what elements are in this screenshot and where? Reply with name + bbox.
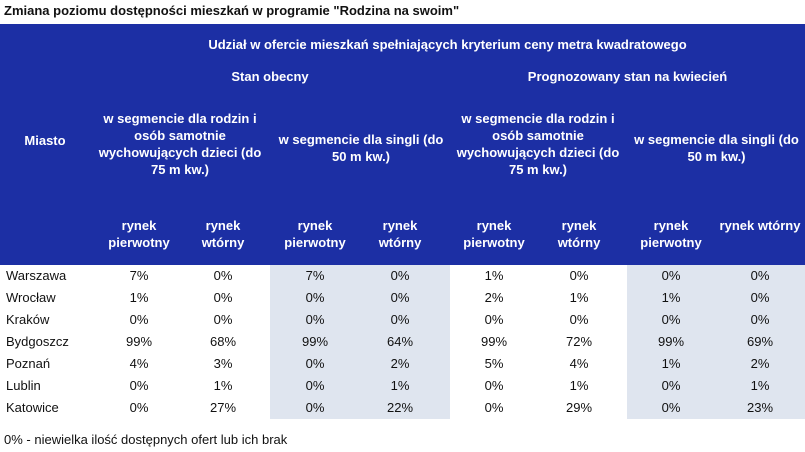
value-cell: 99% xyxy=(657,334,685,349)
value-cell: 0% xyxy=(305,356,325,371)
value-cell: 7% xyxy=(305,268,325,283)
table-body: Warszawa 7% 0% 7% 0% 1% 0% 0% 0% Wrocław… xyxy=(0,265,805,419)
city-name: Lublin xyxy=(6,378,41,393)
value-cell: 0% xyxy=(569,312,589,327)
value-cell: 2% xyxy=(750,356,770,371)
value-cell: 7% xyxy=(129,268,149,283)
value-cell: 68% xyxy=(209,334,237,349)
header-market: rynek wtórny xyxy=(557,218,601,250)
value-cell: 1% xyxy=(213,378,233,393)
table-header: Udział w ofercie mieszkań spełniających … xyxy=(0,24,805,265)
header-segment-singles-current: w segmencie dla singli (do 50 m kw.) xyxy=(278,132,444,164)
value-cell: 99% xyxy=(480,334,508,349)
value-cell: 1% xyxy=(569,290,589,305)
value-cell: 0% xyxy=(750,312,770,327)
value-cell: 0% xyxy=(305,400,325,415)
city-name: Poznań xyxy=(6,356,51,371)
value-cell: 0% xyxy=(213,290,233,305)
value-cell: 0% xyxy=(305,312,325,327)
value-cell: 27% xyxy=(209,400,237,415)
value-cell: 1% xyxy=(569,378,589,393)
value-cell: 0% xyxy=(661,400,681,415)
table-row: Poznań 4% 3% 0% 2% 5% 4% 1% 2% xyxy=(0,353,805,375)
table-row: Kraków 0% 0% 0% 0% 0% 0% 0% 0% xyxy=(0,309,805,331)
value-cell: 1% xyxy=(661,356,681,371)
value-cell: 0% xyxy=(390,312,410,327)
value-cell: 0% xyxy=(750,268,770,283)
value-cell: 4% xyxy=(129,356,149,371)
header-top-label: Udział w ofercie mieszkań spełniających … xyxy=(208,37,687,52)
header-market: rynek pierwotny xyxy=(640,218,702,250)
value-cell: 64% xyxy=(386,334,414,349)
header-group-forecast: Prognozowany stan na kwiecień xyxy=(527,69,728,84)
value-cell: 0% xyxy=(661,268,681,283)
value-cell: 0% xyxy=(484,400,504,415)
value-cell: 0% xyxy=(390,268,410,283)
value-cell: 0% xyxy=(569,268,589,283)
value-cell: 29% xyxy=(565,400,593,415)
value-cell: 22% xyxy=(386,400,414,415)
value-cell: 0% xyxy=(213,312,233,327)
footnote: 0% - niewielka ilość dostępnych ofert lu… xyxy=(4,432,288,447)
value-cell: 0% xyxy=(661,378,681,393)
value-cell: 1% xyxy=(661,290,681,305)
header-segment-families-current: w segmencie dla rodzin i osób samotnie w… xyxy=(98,111,262,177)
value-cell: 0% xyxy=(750,290,770,305)
value-cell: 1% xyxy=(129,290,149,305)
value-cell: 1% xyxy=(484,268,504,283)
value-cell: 72% xyxy=(565,334,593,349)
header-market: rynek wtórny xyxy=(719,218,801,233)
shaded-column-singles-current xyxy=(270,265,450,419)
header-market: rynek pierwotny xyxy=(463,218,525,250)
value-cell: 99% xyxy=(301,334,329,349)
header-market: rynek pierwotny xyxy=(284,218,346,250)
value-cell: 0% xyxy=(129,312,149,327)
table-row: Bydgoszcz 99% 68% 99% 64% 99% 72% 99% 69… xyxy=(0,331,805,353)
value-cell: 69% xyxy=(746,334,774,349)
city-name: Wrocław xyxy=(6,290,56,305)
value-cell: 0% xyxy=(390,290,410,305)
value-cell: 1% xyxy=(750,378,770,393)
value-cell: 99% xyxy=(125,334,153,349)
table-row: Lublin 0% 1% 0% 1% 0% 1% 0% 1% xyxy=(0,375,805,397)
table-title: Zmiana poziomu dostępności mieszkań w pr… xyxy=(4,3,460,18)
shaded-column-singles-forecast xyxy=(627,265,805,419)
value-cell: 4% xyxy=(569,356,589,371)
table-row: Warszawa 7% 0% 7% 0% 1% 0% 0% 0% xyxy=(0,265,805,287)
value-cell: 3% xyxy=(213,356,233,371)
value-cell: 2% xyxy=(484,290,504,305)
value-cell: 0% xyxy=(129,378,149,393)
value-cell: 0% xyxy=(213,268,233,283)
header-market: rynek pierwotny xyxy=(108,218,170,250)
header-market: rynek wtórny xyxy=(201,218,245,250)
value-cell: 0% xyxy=(305,290,325,305)
header-segment-families-forecast: w segmencie dla rodzin i osób samotnie w… xyxy=(456,111,620,177)
table-row: Wrocław 1% 0% 0% 0% 2% 1% 1% 0% xyxy=(0,287,805,309)
value-cell: 0% xyxy=(484,378,504,393)
header-city: Miasto xyxy=(24,133,66,148)
value-cell: 0% xyxy=(129,400,149,415)
value-cell: 23% xyxy=(746,400,774,415)
city-name: Katowice xyxy=(6,400,59,415)
value-cell: 2% xyxy=(390,356,410,371)
value-cell: 5% xyxy=(484,356,504,371)
value-cell: 1% xyxy=(390,378,410,393)
value-cell: 0% xyxy=(661,312,681,327)
header-group-current: Stan obecny xyxy=(231,69,309,84)
header-market: rynek wtórny xyxy=(378,218,422,250)
city-name: Bydgoszcz xyxy=(6,334,69,349)
city-name: Kraków xyxy=(6,312,50,327)
table-row: Katowice 0% 27% 0% 22% 0% 29% 0% 23% xyxy=(0,397,805,419)
header-segment-singles-forecast: w segmencie dla singli (do 50 m kw.) xyxy=(634,132,799,164)
city-name: Warszawa xyxy=(6,268,67,283)
value-cell: 0% xyxy=(484,312,504,327)
value-cell: 0% xyxy=(305,378,325,393)
